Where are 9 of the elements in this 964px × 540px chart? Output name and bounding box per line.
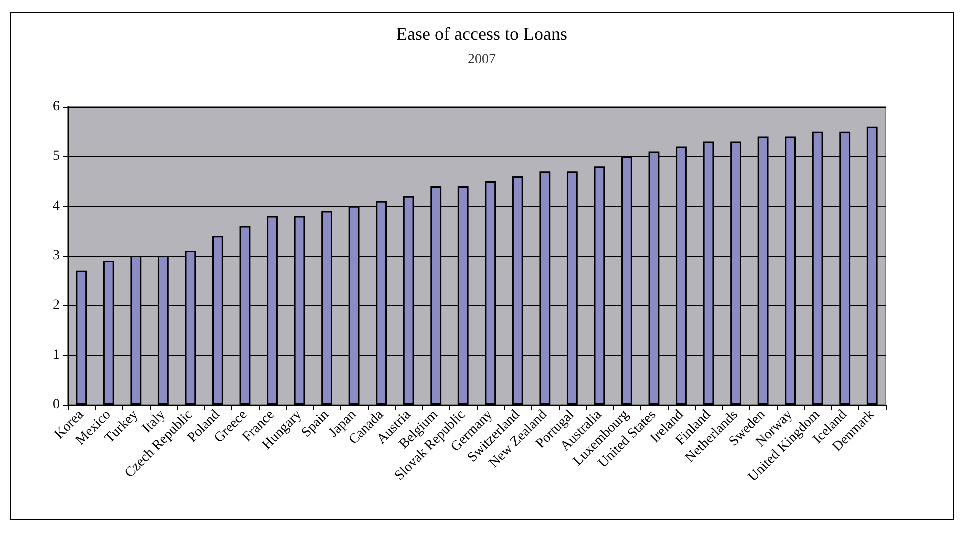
y-tick-label: 3 xyxy=(53,248,60,264)
chart-subtitle: 2007 xyxy=(468,52,496,68)
y-tick-label: 6 xyxy=(53,100,60,114)
y-tick-label: 0 xyxy=(53,398,60,412)
chart-title: Ease of access to Loans xyxy=(396,24,568,44)
y-tick-label: 2 xyxy=(53,298,60,314)
y-tick-label: 1 xyxy=(53,348,60,363)
y-tick-label: 5 xyxy=(53,149,60,164)
y-tick-label: 4 xyxy=(53,198,60,214)
